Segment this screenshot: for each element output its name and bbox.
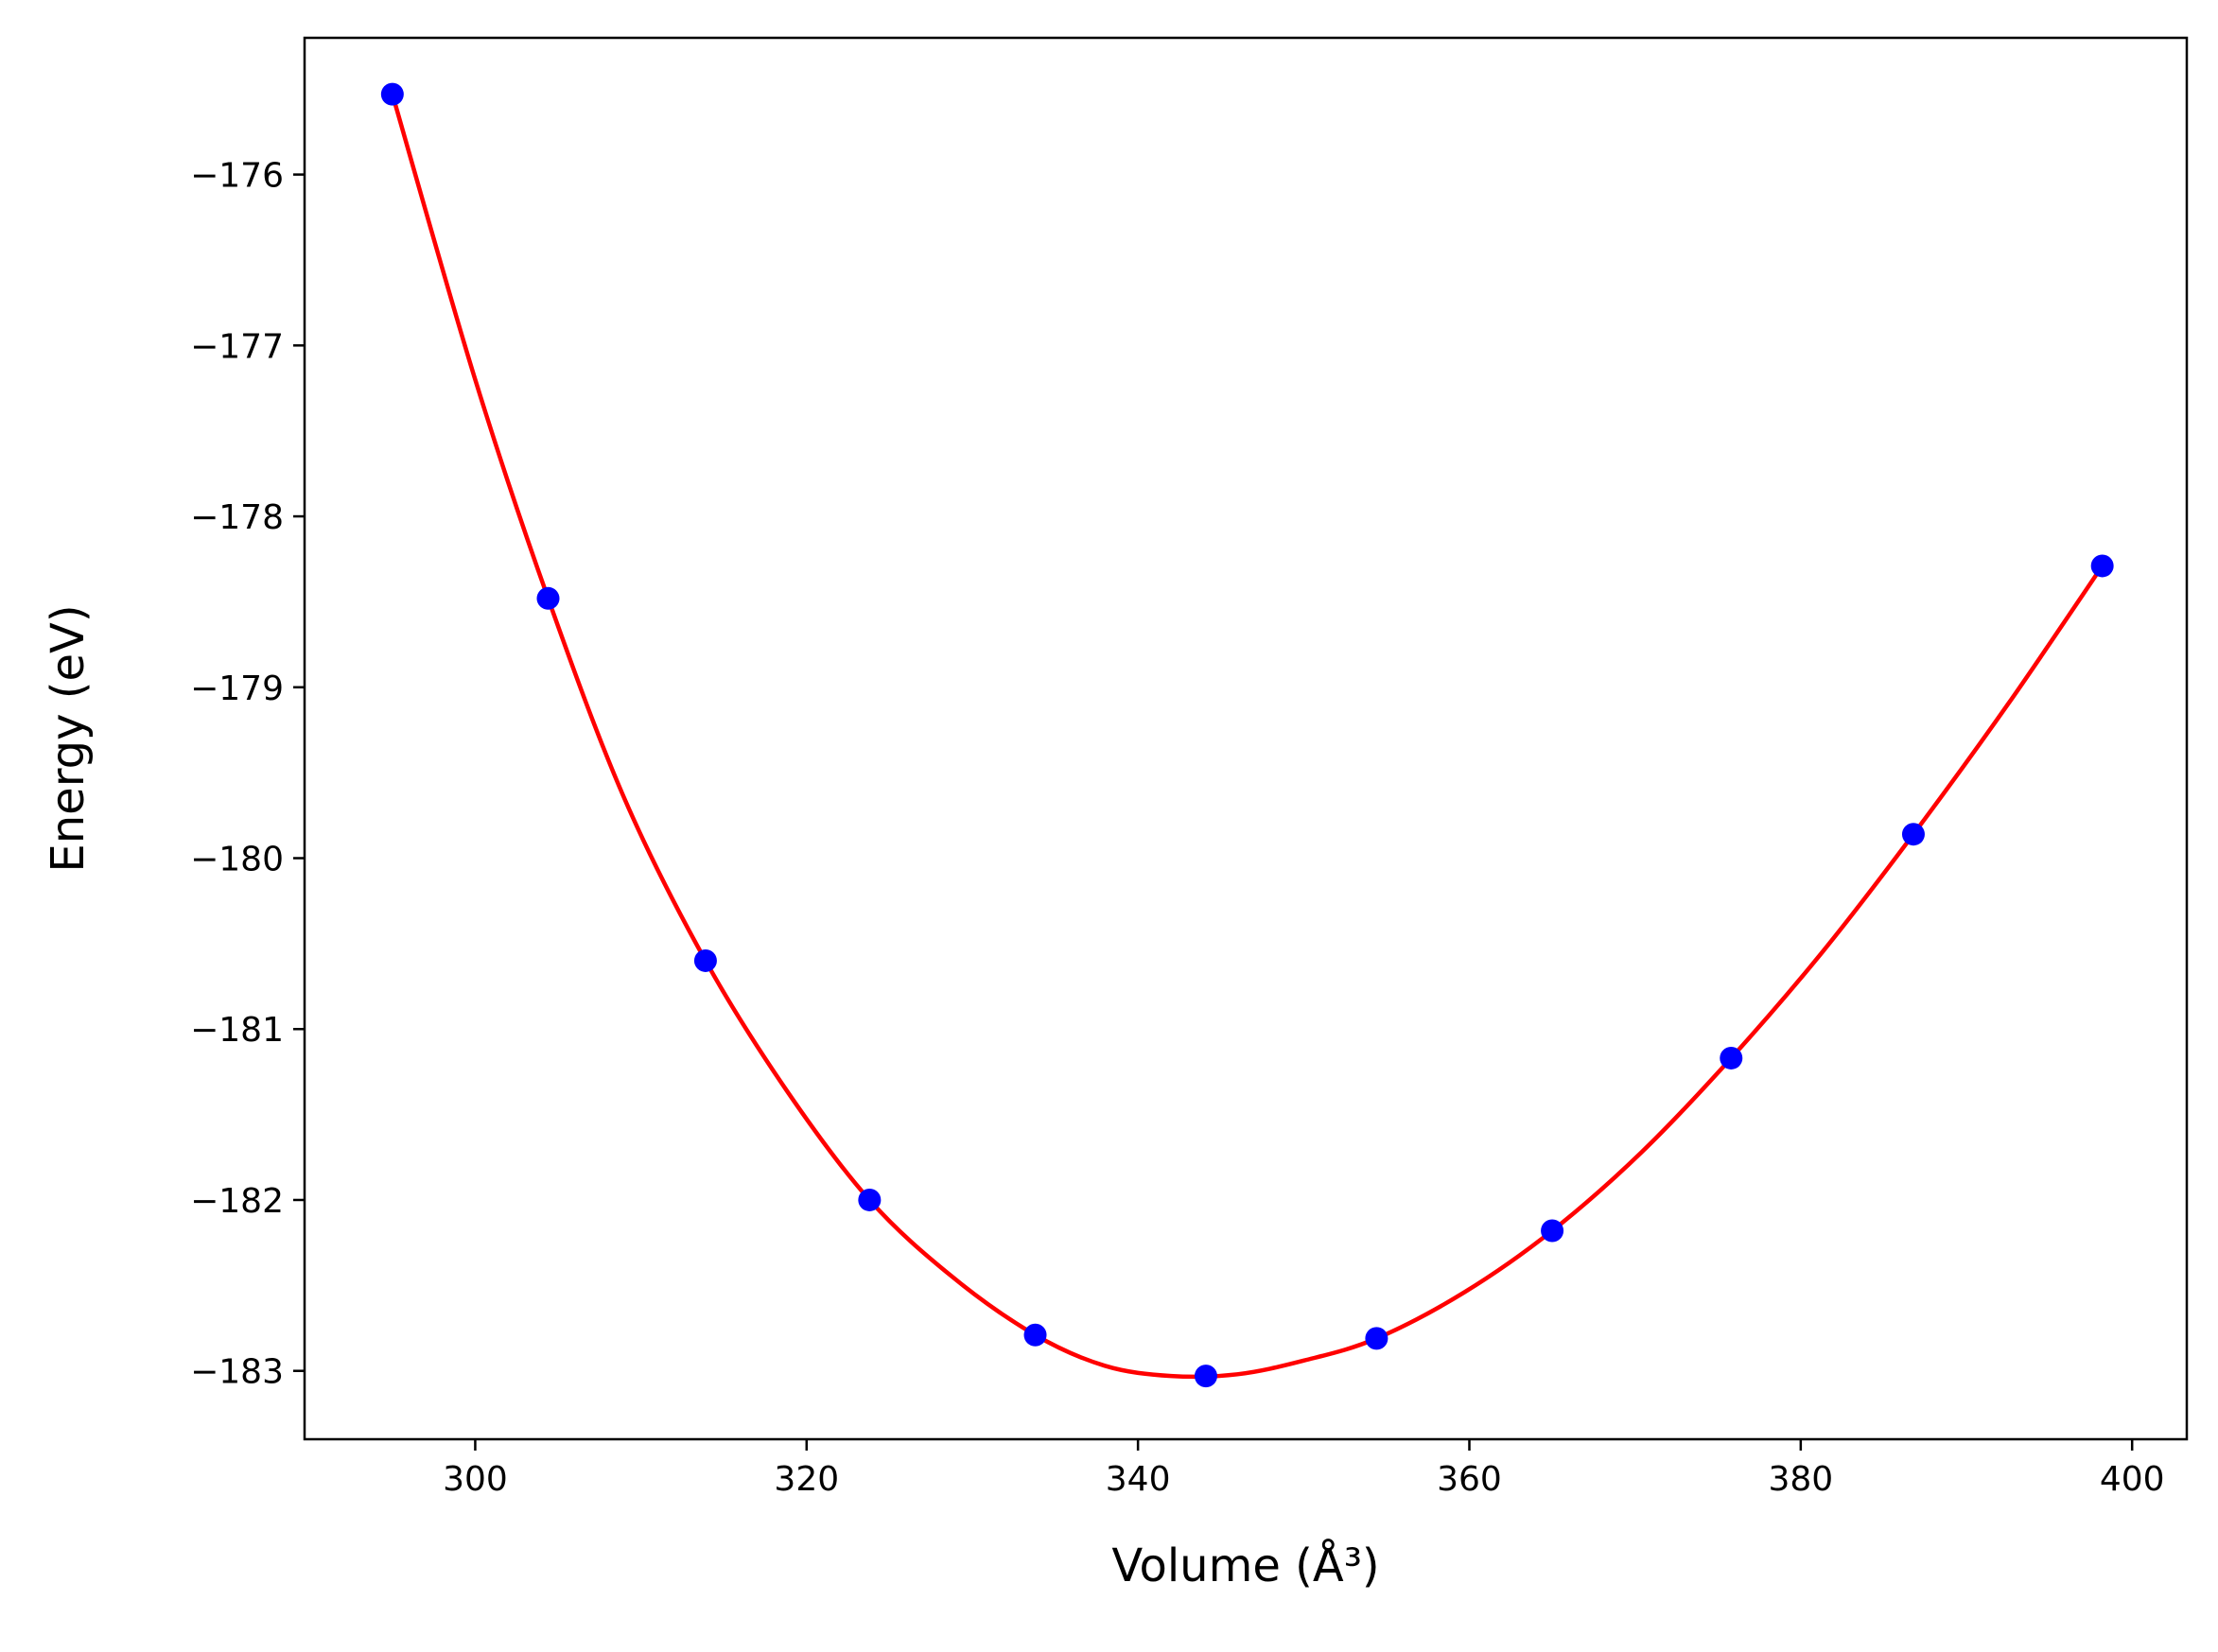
data-point xyxy=(1194,1365,1217,1388)
data-point xyxy=(1541,1219,1564,1243)
y-tick-label: −176 xyxy=(190,157,284,196)
y-tick-label: −181 xyxy=(190,1011,284,1050)
x-axis-ticks: 300 320 340 360 380 400 xyxy=(443,1439,2165,1499)
y-tick-label: −183 xyxy=(190,1353,284,1392)
data-point xyxy=(536,586,560,610)
x-tick-label: 340 xyxy=(1106,1460,1171,1499)
data-point xyxy=(1023,1323,1047,1347)
y-tick-label: −178 xyxy=(190,498,284,537)
y-tick-label: −182 xyxy=(190,1182,284,1221)
y-tick-label: −177 xyxy=(190,327,284,366)
x-tick-label: 360 xyxy=(1437,1460,1502,1499)
fit-curve-line xyxy=(390,94,2104,1380)
plot-area xyxy=(305,38,2187,1439)
data-point xyxy=(2090,554,2114,578)
x-tick-label: 300 xyxy=(443,1460,508,1499)
data-point xyxy=(380,82,404,106)
data-point xyxy=(693,948,717,972)
x-axis-label: Volume (Å³) xyxy=(1111,1539,1379,1592)
x-tick-label: 400 xyxy=(2100,1460,2165,1499)
y-tick-label: −180 xyxy=(190,841,284,879)
data-markers xyxy=(380,82,2114,1388)
data-point xyxy=(1901,823,1925,846)
data-point xyxy=(1720,1046,1743,1069)
x-tick-label: 380 xyxy=(1768,1460,1833,1499)
y-axis-label: Energy (eV) xyxy=(42,604,95,872)
y-axis-ticks: −176 −177 −178 −179 −180 −181 −182 −183 xyxy=(190,157,305,1392)
data-point xyxy=(858,1188,882,1211)
plot-frame xyxy=(303,36,2189,1441)
x-tick-label: 320 xyxy=(774,1460,839,1499)
data-point xyxy=(1365,1327,1388,1350)
y-tick-label: −179 xyxy=(190,669,284,708)
